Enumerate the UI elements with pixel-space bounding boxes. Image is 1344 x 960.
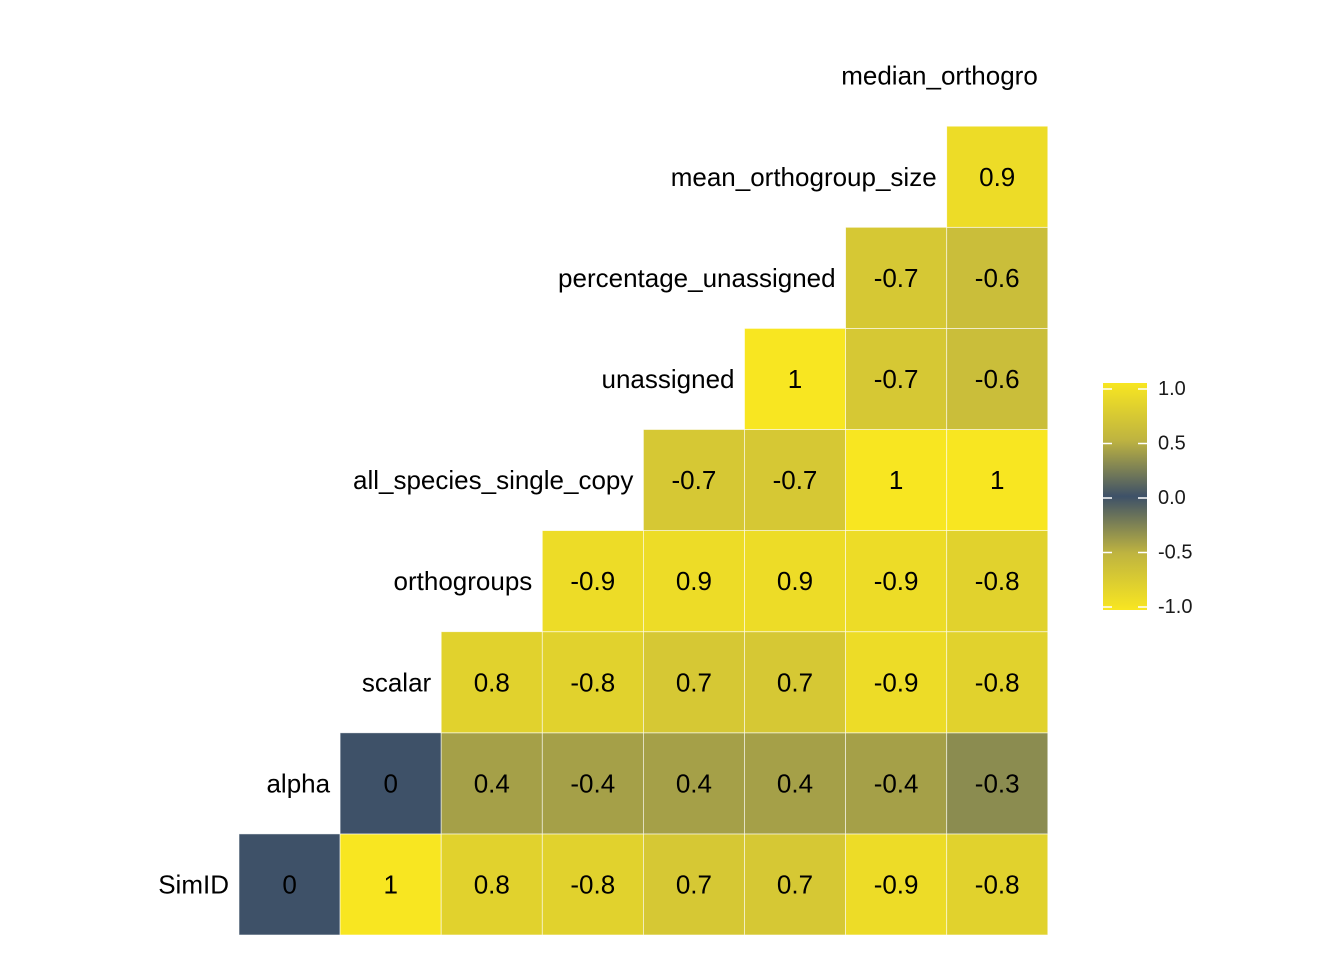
heatmap-cell-value: 0.9: [676, 566, 712, 596]
color-legend: 1.0 0.5 0.0 -0.5 -1.0: [1103, 378, 1192, 618]
heatmap-cell-value: 0.4: [474, 768, 510, 798]
heatmap-cell: [643, 833, 745, 936]
heatmap-row-label: median_orthogro: [841, 61, 1038, 91]
heatmap-row-label: all_species_single_copy: [353, 465, 633, 495]
heatmap-cell-value: -0.7: [671, 465, 716, 495]
heatmap-cell-value: -0.6: [975, 364, 1020, 394]
heatmap-cell-value: -0.8: [975, 566, 1020, 596]
heatmap-cell-value: 0: [383, 768, 397, 798]
heatmap-cell: [339, 732, 442, 835]
heatmap-cell-value: 0.4: [676, 768, 712, 798]
heatmap-cell-value: -0.8: [570, 869, 615, 899]
heatmap-cell: [744, 732, 846, 835]
heatmap-cell: [946, 732, 1049, 835]
heatmap-row-label: percentage_unassigned: [558, 263, 836, 293]
heatmap-cell: [744, 631, 846, 734]
heatmap-row-label: mean_orthogroup_size: [671, 162, 937, 192]
heatmap-cell: [845, 226, 948, 329]
heatmap-cell-value: 1: [383, 869, 397, 899]
heatmap-cell-value: 0.9: [777, 566, 813, 596]
heatmap-cell-value: -0.8: [570, 667, 615, 697]
heatmap-cell: [946, 631, 1049, 734]
heatmap-cell-value: 1: [990, 465, 1004, 495]
heatmap-cell-value: -0.3: [975, 768, 1020, 798]
heatmap-cell: [339, 833, 442, 936]
heatmap-cell: [744, 429, 846, 531]
heatmap-cell: [744, 833, 846, 936]
heatmap-cell-value: 0.8: [474, 667, 510, 697]
heatmap-cell: [946, 530, 1049, 633]
heatmap-cell: [744, 327, 846, 430]
heatmap-cell: [845, 429, 948, 531]
heatmap-row-label: scalar: [362, 667, 432, 697]
heatmap-cell-value: -0.6: [975, 263, 1020, 293]
heatmap-cell-value: -0.4: [874, 768, 919, 798]
legend-tick-label: -0.5: [1158, 542, 1192, 564]
heatmap-cell-value: -0.4: [570, 768, 615, 798]
heatmap-cell: [845, 833, 948, 936]
heatmap-cell: [946, 833, 1049, 936]
heatmap-cell-value: 0.7: [676, 667, 712, 697]
heatmap-cells: [238, 125, 1049, 936]
legend-tick-label: 1.0: [1158, 378, 1186, 400]
heatmap-cell: [946, 226, 1049, 329]
heatmap-cell-value: -0.7: [874, 364, 919, 394]
heatmap-cell-labels: 0 1 0.8 -0.8 0.7 0.7 -0.9 -0.8 0 0.4 -0.4 0.4 0.4 -0.…: [282, 162, 1019, 900]
heatmap-row-label: SimID: [158, 869, 229, 899]
heatmap-cell: [541, 833, 644, 936]
heatmap-cell: [845, 530, 948, 633]
heatmap-cell-value: -0.9: [874, 869, 919, 899]
heatmap-cell: [946, 429, 1049, 531]
heatmap-cell: [643, 631, 745, 734]
legend-ticks: 1.0 0.5 0.0 -0.5 -1.0: [1103, 378, 1192, 618]
legend-tick-label: -1.0: [1158, 596, 1192, 618]
heatmap-cell: [643, 429, 745, 531]
heatmap-cell: [643, 530, 745, 633]
heatmap-cell-value: 0.7: [777, 667, 813, 697]
heatmap-cell-value: 1: [889, 465, 903, 495]
heatmap-cell-value: -0.9: [874, 566, 919, 596]
heatmap-cell-value: 1: [788, 364, 802, 394]
heatmap-cell-value: -0.7: [874, 263, 919, 293]
heatmap-cell: [541, 530, 644, 633]
heatmap-cell: [946, 125, 1049, 228]
heatmap-cell: [238, 833, 341, 936]
heatmap-cell-value: -0.9: [874, 667, 919, 697]
legend-tick-label: 0.0: [1158, 487, 1186, 509]
heatmap-cell: [845, 631, 948, 734]
heatmap-cell: [440, 732, 543, 835]
heatmap-cell-value: 0.9: [979, 162, 1015, 192]
heatmap-row-label: alpha: [266, 768, 330, 798]
heatmap-row-label: unassigned: [602, 364, 735, 394]
heatmap-row-labels: SimID alpha scalar orthogroups all_species_s…: [158, 61, 1038, 900]
heatmap-cell: [541, 631, 644, 734]
heatmap-cell: [946, 327, 1049, 430]
heatmap-cell: [643, 732, 745, 835]
heatmap-cell: [440, 631, 543, 734]
heatmap-cell-value: 0.8: [474, 869, 510, 899]
heatmap-cell-value: 0.4: [777, 768, 813, 798]
heatmap-cell-value: -0.8: [975, 869, 1020, 899]
legend-tick-label: 0.5: [1158, 433, 1186, 455]
heatmap-cell-value: -0.8: [975, 667, 1020, 697]
heatmap-cell-value: -0.7: [773, 465, 818, 495]
heatmap-cell-value: 0.7: [676, 869, 712, 899]
heatmap-cell-value: 0.7: [777, 869, 813, 899]
legend-color-bar: [1103, 383, 1147, 610]
heatmap-row-label: orthogroups: [394, 566, 533, 596]
heatmap-cell-value: 0: [282, 869, 296, 899]
heatmap-cell-value: -0.9: [570, 566, 615, 596]
